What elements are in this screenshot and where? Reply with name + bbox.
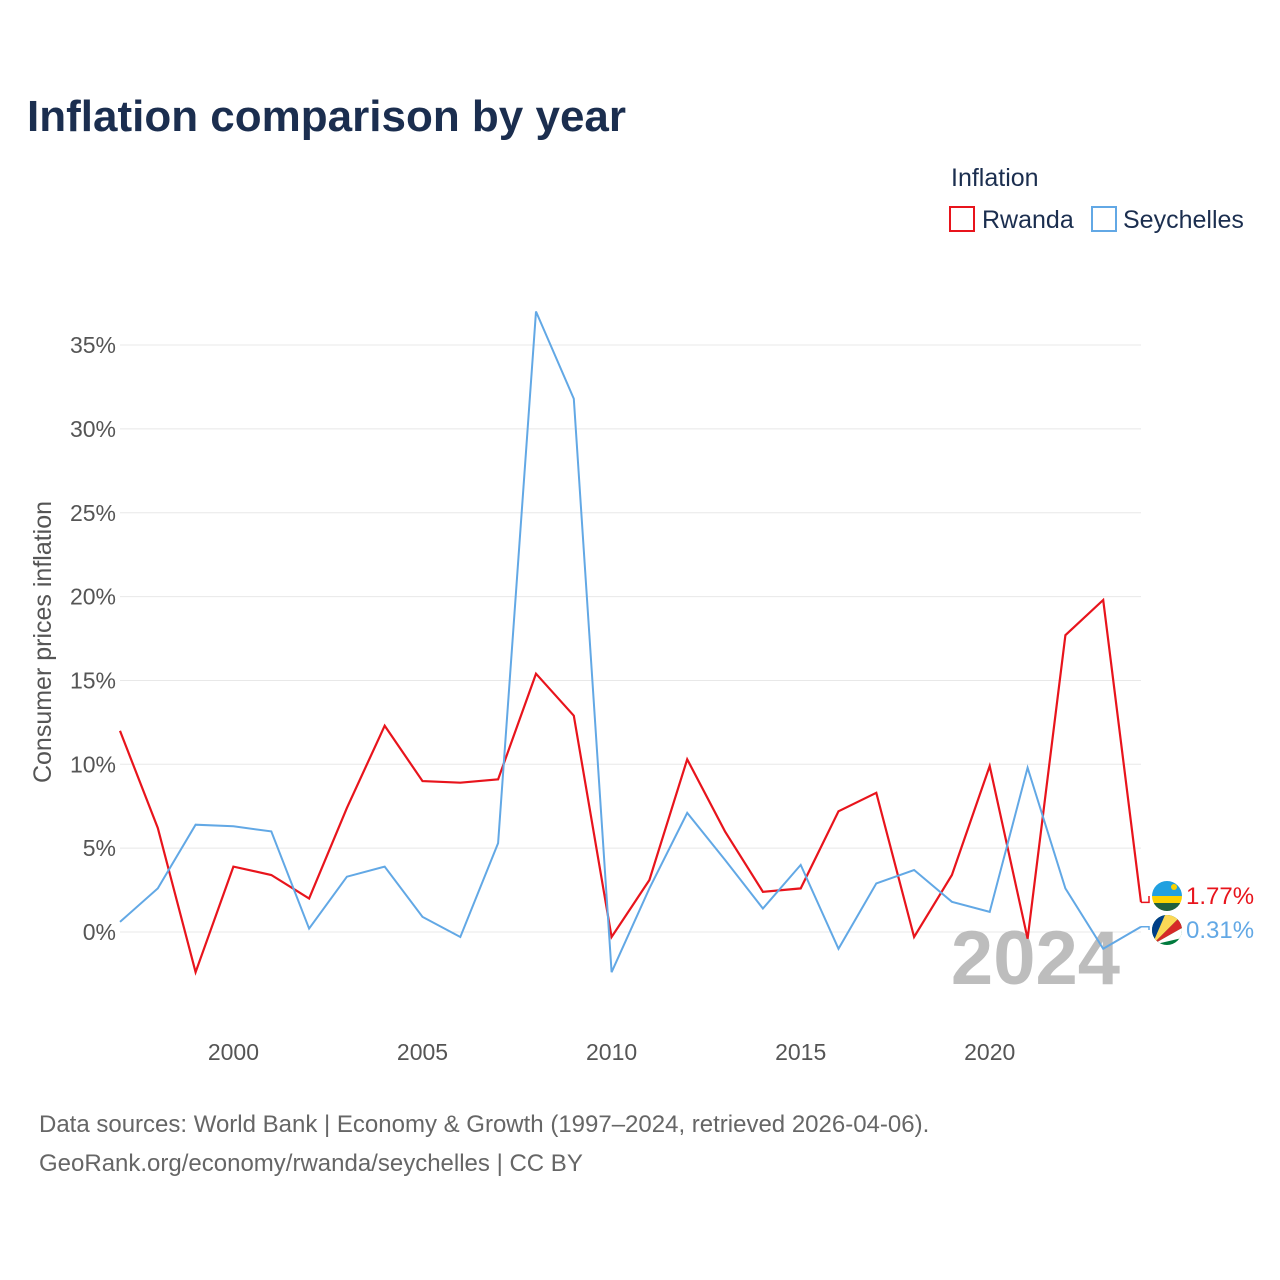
y-tick-label: 30% bbox=[70, 416, 116, 442]
seychelles-flag-icon bbox=[1152, 915, 1182, 945]
x-axis-ticks: 2000 2005 2010 2015 2020 bbox=[208, 1039, 1015, 1065]
legend-label-rwanda: Rwanda bbox=[982, 206, 1074, 234]
y-tick-label: 25% bbox=[70, 500, 116, 526]
end-connector-rwanda bbox=[1141, 896, 1150, 904]
y-axis-ticks: 0% 5% 10% 15% 20% 25% 30% 35% bbox=[70, 332, 116, 945]
legend-title: Inflation bbox=[951, 164, 1039, 192]
legend-swatch-rwanda bbox=[949, 206, 975, 232]
y-tick-label: 35% bbox=[70, 332, 116, 358]
source-line-1: Data sources: World Bank | Economy & Gro… bbox=[39, 1111, 929, 1138]
legend-swatch-seychelles bbox=[1091, 206, 1117, 232]
end-labels: 1.77% 0.31% bbox=[1141, 883, 1254, 944]
series-line-rwanda[interactable] bbox=[118, 597, 1143, 976]
rwanda-flag-icon bbox=[1152, 881, 1182, 911]
y-tick-label: 20% bbox=[70, 584, 116, 610]
y-tick-label: 15% bbox=[70, 667, 116, 693]
year-watermark: 2024 bbox=[951, 916, 1120, 1001]
x-tick-label: 2015 bbox=[775, 1039, 826, 1065]
legend: Inflation Rwanda Seychelles bbox=[949, 164, 1244, 234]
x-tick-label: 2000 bbox=[208, 1039, 259, 1065]
x-tick-label: 2010 bbox=[586, 1039, 637, 1065]
legend-item-seychelles[interactable]: Seychelles bbox=[1091, 206, 1244, 234]
series-lines bbox=[118, 311, 1143, 976]
chart-title: Inflation comparison by year bbox=[27, 92, 626, 141]
series-line-seychelles[interactable] bbox=[119, 311, 1142, 973]
end-label-rwanda: 1.77% bbox=[1186, 883, 1254, 910]
y-tick-label: 5% bbox=[83, 835, 116, 861]
end-label-seychelles: 0.31% bbox=[1186, 917, 1254, 944]
end-connector-seychelles bbox=[1141, 926, 1150, 930]
x-tick-label: 2020 bbox=[964, 1039, 1015, 1065]
legend-label-seychelles: Seychelles bbox=[1123, 206, 1244, 234]
x-tick-label: 2005 bbox=[397, 1039, 448, 1065]
y-axis-label: Consumer prices inflation bbox=[29, 501, 57, 783]
y-tick-label: 10% bbox=[70, 751, 116, 777]
source-line-2[interactable]: GeoRank.org/economy/rwanda/seychelles | … bbox=[39, 1150, 583, 1177]
gridlines bbox=[120, 344, 1141, 933]
y-tick-label: 0% bbox=[83, 919, 116, 945]
legend-item-rwanda[interactable]: Rwanda bbox=[949, 206, 1074, 234]
